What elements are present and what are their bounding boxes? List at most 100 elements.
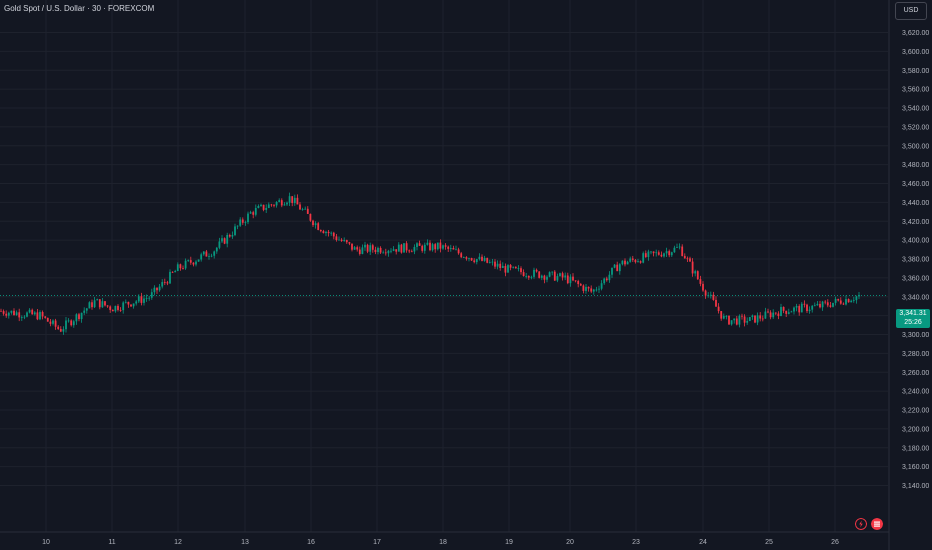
candle-body xyxy=(330,232,333,234)
candle-body xyxy=(413,246,416,252)
price-tick-label: 3,260.00 xyxy=(902,370,929,377)
candle-body xyxy=(712,294,715,300)
candle-body xyxy=(439,242,442,249)
candle-body xyxy=(738,315,741,325)
candle-body xyxy=(127,301,130,305)
candle-body xyxy=(72,321,75,326)
candle-body xyxy=(793,307,795,312)
candle-body xyxy=(475,259,478,263)
candle-body xyxy=(301,209,304,210)
candle-body xyxy=(652,251,655,254)
candle-body xyxy=(764,311,767,319)
candle-body xyxy=(465,257,468,259)
candle-body xyxy=(611,267,613,275)
candle-body xyxy=(291,196,294,204)
candle-body xyxy=(845,299,847,305)
candle-body xyxy=(486,257,489,263)
candle-body xyxy=(535,269,538,272)
candle-body xyxy=(70,320,73,326)
candle-body xyxy=(504,265,507,273)
candle-body xyxy=(795,306,798,308)
candle-body xyxy=(455,249,457,251)
candle-body xyxy=(595,289,598,291)
candle-body xyxy=(410,251,413,253)
candle-body xyxy=(678,246,681,248)
candle-body xyxy=(473,260,476,263)
candle-body xyxy=(543,275,546,280)
chart-title: Gold Spot / U.S. Dollar · 30 · FOREXCOM xyxy=(4,4,155,13)
price-axis[interactable]: 3,140.00 3,160.00 3,180.00 3,200.00 3,220.00… xyxy=(888,0,929,550)
candle-body xyxy=(0,310,2,312)
candle-body xyxy=(533,269,535,277)
candle-body xyxy=(829,305,832,307)
candle-body xyxy=(478,256,481,260)
candle-body xyxy=(20,317,23,318)
candle-body xyxy=(52,320,54,324)
candle-body xyxy=(559,273,561,277)
candle-body xyxy=(273,204,275,206)
candle-body xyxy=(686,258,689,260)
candle-body xyxy=(228,235,231,237)
price-tick-label: 3,240.00 xyxy=(902,389,929,396)
candle-body xyxy=(75,314,78,322)
candle-body xyxy=(299,204,301,210)
candle-body xyxy=(585,286,587,291)
candle-body xyxy=(735,318,738,325)
candle-body xyxy=(371,245,374,250)
candle-body xyxy=(720,311,723,319)
candle-body xyxy=(834,298,837,303)
candle-body xyxy=(855,296,858,301)
price-tick-label: 3,440.00 xyxy=(902,200,929,207)
candle-body xyxy=(587,286,590,289)
candle-body xyxy=(150,292,153,298)
flag-icon[interactable] xyxy=(871,518,883,530)
candle-body xyxy=(210,255,213,257)
candle-body xyxy=(309,213,312,221)
candle-body xyxy=(624,260,626,265)
candle-body xyxy=(800,303,803,313)
candle-body xyxy=(340,239,343,242)
currency-button[interactable]: USD xyxy=(895,2,927,20)
candle-body xyxy=(2,311,5,314)
candle-body xyxy=(621,260,624,265)
price-tick-label: 3,380.00 xyxy=(902,257,929,264)
candle-body xyxy=(449,248,452,249)
candle-body xyxy=(553,271,556,281)
candle-body xyxy=(215,247,218,252)
candle-body xyxy=(668,251,671,256)
candle-body xyxy=(182,268,184,270)
candle-body xyxy=(707,295,710,296)
candle-body xyxy=(358,249,361,254)
candle-body xyxy=(288,196,291,203)
candle-body xyxy=(78,314,80,320)
candle-body xyxy=(197,259,200,262)
candle-body xyxy=(728,315,730,325)
candle-body xyxy=(46,317,49,322)
candle-body xyxy=(538,271,541,278)
candle-body xyxy=(7,312,10,316)
candle-body xyxy=(426,242,429,245)
candle-body xyxy=(813,305,816,307)
candle-body xyxy=(798,306,801,313)
candle-body xyxy=(564,275,567,278)
candle-body xyxy=(265,207,268,210)
candle-body xyxy=(733,318,736,321)
candle-body xyxy=(751,315,754,318)
time-axis[interactable]: 10 11 12 13 16 17 18 19 20 23 24 25 26 xyxy=(0,531,889,546)
candle-body xyxy=(803,303,806,305)
candle-body xyxy=(546,276,548,280)
candle-body xyxy=(325,231,327,234)
candle-body xyxy=(777,313,780,317)
candle-body xyxy=(15,312,18,316)
candle-body xyxy=(205,251,208,257)
candle-body xyxy=(176,264,179,272)
candle-body xyxy=(335,236,338,241)
candle-body xyxy=(67,320,70,322)
lightning-icon[interactable] xyxy=(855,518,867,530)
candle-body xyxy=(657,252,660,255)
candle-body xyxy=(195,261,197,265)
candle-body xyxy=(174,271,177,273)
candle-body xyxy=(470,258,473,261)
candle-body xyxy=(293,197,296,204)
